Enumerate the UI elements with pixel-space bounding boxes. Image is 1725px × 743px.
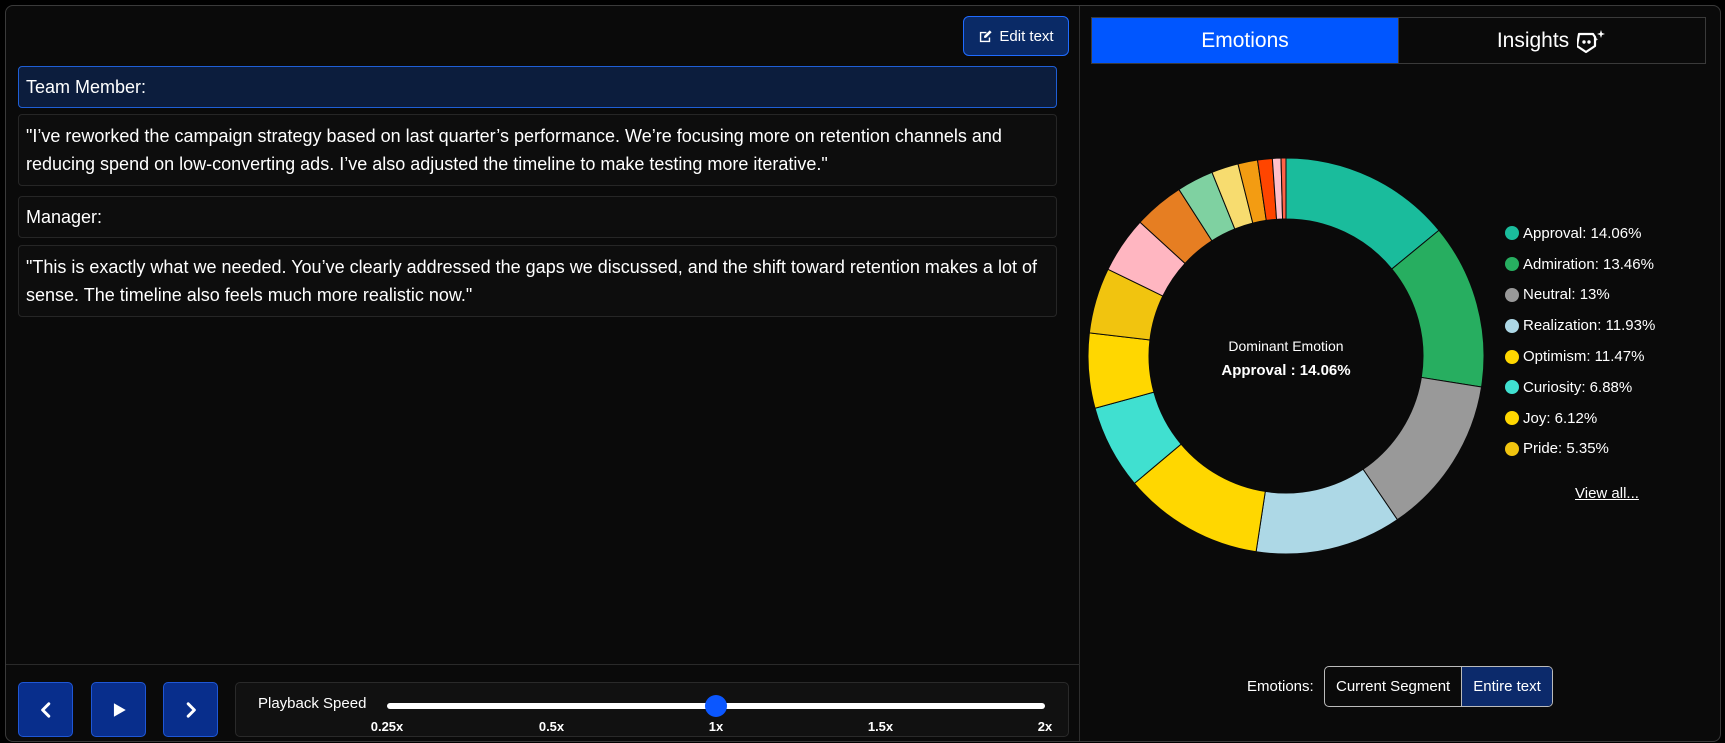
legend-item: Optimism: 11.47% (1505, 341, 1655, 372)
legend-item: Approval: 14.06% (1505, 218, 1655, 249)
speed-tick: 2x (1037, 719, 1053, 734)
edit-text-label: Edit text (999, 27, 1054, 45)
speed-tick: 1x (708, 719, 724, 734)
chevron-left-icon (40, 701, 50, 718)
legend-item: Neutral: 13% (1505, 280, 1655, 311)
view-all-link[interactable]: View all... (1575, 485, 1639, 502)
speed-slider-thumb[interactable] (705, 695, 727, 717)
donut-slice[interactable] (1280, 157, 1287, 220)
legend-label: Approval: 14.06% (1523, 224, 1642, 242)
legend-label: Joy: 6.12% (1523, 409, 1598, 427)
app-frame: Edit text Team Member: "I’ve reworked th… (5, 5, 1721, 742)
playback-speed-control: Playback Speed 0.25x 0.5x 1x 1.5x 2x (235, 682, 1069, 737)
legend-item: Admiration: 13.46% (1505, 249, 1655, 280)
chevron-right-icon (186, 701, 196, 718)
play-button[interactable] (91, 682, 146, 737)
tab-insights[interactable]: Insights (1398, 18, 1705, 63)
legend-dot (1505, 411, 1519, 426)
tab-emotions-label: Emotions (1201, 28, 1289, 52)
speaker-label: Manager: (26, 207, 103, 227)
legend-dot (1505, 257, 1519, 272)
legend-label: Pride: 5.35% (1523, 440, 1609, 458)
analysis-tabs: Emotions Insights (1091, 17, 1706, 64)
legend-label: Curiosity: 6.88% (1523, 378, 1633, 396)
emotion-donut-chart (1087, 157, 1485, 555)
segment-text: "This is exactly what we needed. You’ve … (26, 257, 1037, 305)
play-icon (113, 702, 126, 717)
legend-item: Pride: 5.35% (1505, 434, 1655, 465)
transcript-segment[interactable]: "I’ve reworked the campaign strategy bas… (18, 114, 1057, 186)
legend-dot (1505, 349, 1519, 364)
edit-text-button[interactable]: Edit text (963, 16, 1069, 56)
legend-label: Admiration: 13.46% (1523, 255, 1654, 273)
dominant-emotion-title: Dominant Emotion (1228, 338, 1344, 354)
edit-icon (980, 29, 992, 42)
speaker-label: Team Member: (26, 77, 147, 97)
transcript-segment[interactable]: "This is exactly what we needed. You’ve … (18, 245, 1057, 317)
speed-tick: 0.5x (538, 719, 565, 734)
scope-toggle: Current Segment Entire text (1324, 666, 1553, 707)
segment-text: "I’ve reworked the campaign strategy bas… (26, 126, 1002, 174)
legend-item: Realization: 11.93% (1505, 310, 1655, 341)
tab-emotions[interactable]: Emotions (1092, 18, 1398, 63)
emotion-legend: Approval: 14.06% Admiration: 13.46% Neutra… (1505, 218, 1655, 464)
legend-dot (1505, 226, 1519, 241)
legend-label: Realization: 11.93% (1523, 317, 1656, 335)
transcript-pane: Edit text Team Member: "I’ve reworked th… (6, 6, 1080, 741)
transcript-speaker[interactable]: Manager: (18, 196, 1057, 238)
dominant-emotion-value: Approval : 14.06% (1221, 362, 1351, 379)
legend-item: Joy: 6.12% (1505, 403, 1655, 434)
legend-dot (1505, 318, 1519, 333)
playback-speed-label: Playback Speed (258, 695, 367, 712)
analysis-pane: Emotions Insights Dominant Emotion Appro… (1081, 6, 1720, 741)
transcript-speaker[interactable]: Team Member: (18, 66, 1057, 108)
legend-dot (1505, 287, 1519, 302)
legend-item: Curiosity: 6.88% (1505, 372, 1655, 403)
ai-sparkle-icon (1577, 29, 1606, 53)
legend-label: Optimism: 11.47% (1523, 348, 1645, 366)
scope-entire-text-button[interactable]: Entire text (1461, 667, 1552, 706)
scope-label: Emotions: (1247, 678, 1314, 695)
previous-button[interactable] (18, 682, 73, 737)
playback-bar: Playback Speed 0.25x 0.5x 1x 1.5x 2x (6, 664, 1080, 741)
emotion-scope-control: Emotions: Current Segment Entire text (1081, 666, 1720, 708)
speed-tick: 0.25x (370, 719, 404, 734)
legend-dot (1505, 380, 1519, 395)
speed-tick: 1.5x (867, 719, 894, 734)
legend-dot (1505, 441, 1519, 456)
tab-insights-label: Insights (1496, 28, 1570, 52)
legend-label: Neutral: 13% (1523, 286, 1610, 304)
next-button[interactable] (163, 682, 218, 737)
scope-current-segment-button[interactable]: Current Segment (1336, 678, 1451, 695)
